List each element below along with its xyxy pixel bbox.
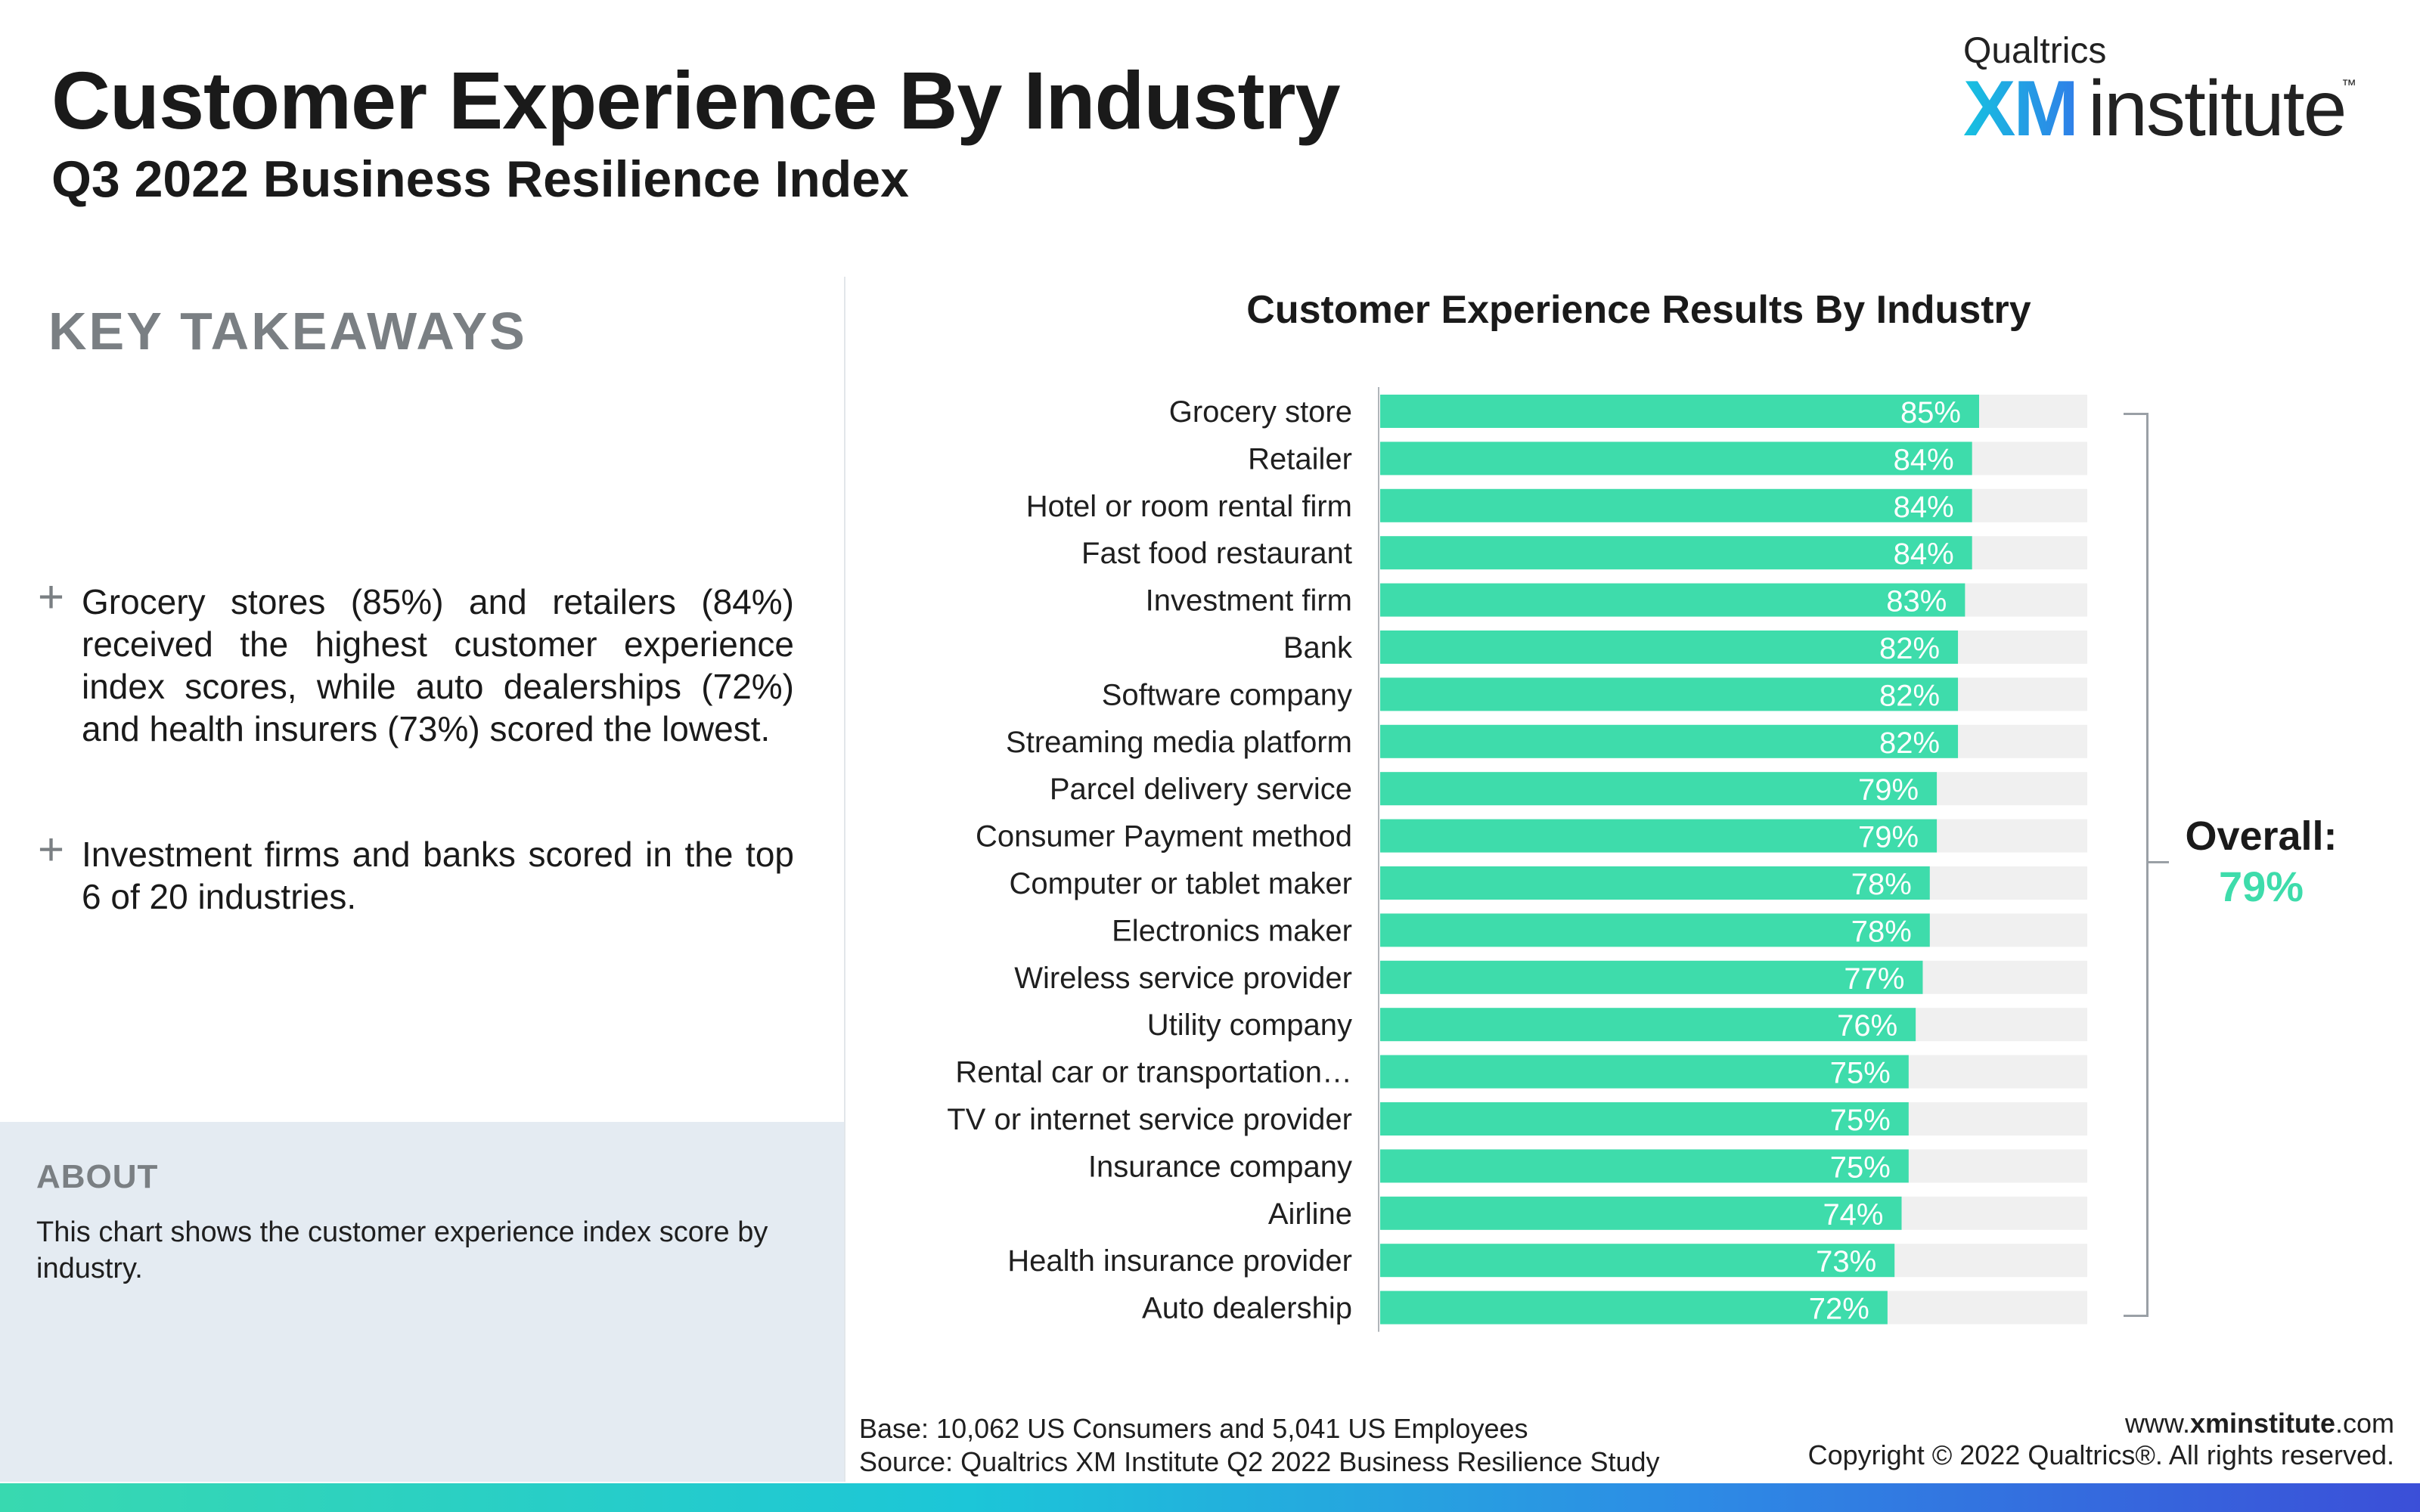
category-label: Utility company [1147, 1009, 1352, 1042]
category-label: Bank [1283, 631, 1353, 665]
bar [1380, 1149, 1909, 1183]
bar-value-label: 78% [1851, 915, 1912, 948]
copyright-block: www.xminstitute.com Copyright © 2022 Qua… [1808, 1408, 2394, 1471]
takeaway-item: + Grocery stores (85%) and retailers (84… [38, 575, 794, 750]
bar [1380, 442, 1972, 476]
bar-value-label: 84% [1894, 491, 1954, 524]
brand-gradient-bar [0, 1483, 2420, 1512]
category-label: Retailer [1248, 442, 1352, 476]
bar-value-label: 82% [1879, 679, 1940, 712]
about-panel: ABOUT This chart shows the customer expe… [0, 1122, 844, 1482]
bar-value-label: 75% [1830, 1104, 1891, 1137]
chart-title: Customer Experience Results By Industry [1246, 288, 2031, 332]
category-label: Parcel delivery service [1050, 773, 1352, 806]
bar-value-label: 84% [1894, 443, 1954, 476]
bar [1380, 772, 1938, 806]
page-subtitle: Q3 2022 Business Resilience Index [51, 150, 909, 208]
source-note: Source: Qualtrics XM Institute Q2 2022 B… [859, 1446, 1660, 1477]
category-label: Auto dealership [1142, 1292, 1352, 1325]
category-label: Computer or tablet maker [1009, 867, 1352, 900]
key-takeaways-heading: KEY TAKEAWAYS [48, 302, 527, 361]
overall-label: Overall: [2185, 813, 2338, 859]
logo-trademark: ™ [2341, 77, 2356, 94]
category-label: Investment firm [1146, 584, 1352, 618]
category-label: TV or internet service provider [947, 1103, 1352, 1136]
bar-value-label: 77% [1844, 962, 1904, 996]
page-title: Customer Experience By Industry [51, 54, 1341, 146]
category-label: Fast food restaurant [1081, 537, 1352, 570]
category-label: Airline [1268, 1198, 1352, 1231]
bar-value-label: 74% [1823, 1198, 1883, 1232]
plus-icon: + [38, 572, 65, 622]
bar [1380, 395, 1979, 428]
bar [1380, 866, 1930, 900]
bar [1380, 488, 1972, 522]
bar [1380, 1196, 1902, 1230]
bar-value-label: 73% [1816, 1245, 1876, 1278]
takeaway-text: Grocery stores (85%) and retailers (84%)… [82, 582, 794, 748]
category-label: Grocery store [1169, 395, 1352, 429]
bar [1380, 1290, 1888, 1325]
bar-value-label: 76% [1837, 1009, 1897, 1043]
bar-value-label: 78% [1851, 868, 1912, 901]
bar [1380, 724, 1959, 758]
category-label: Hotel or room rental firm [1026, 490, 1352, 523]
bar-value-label: 79% [1858, 821, 1919, 854]
category-label: Wireless service provider [1014, 962, 1352, 995]
overall-bracket-tick [2146, 861, 2169, 863]
site-suffix: .com [2335, 1408, 2394, 1439]
bar-value-label: 84% [1894, 538, 1954, 571]
copyright-text: Copyright © 2022 Qualtrics®. All rights … [1807, 1439, 2394, 1470]
category-label: Health insurance provider [1007, 1244, 1352, 1278]
bar-value-label: 82% [1879, 632, 1940, 665]
bar [1380, 1102, 1909, 1136]
bar-value-label: 79% [1858, 773, 1919, 807]
bar-value-label: 83% [1886, 585, 1947, 618]
bar [1380, 677, 1959, 711]
bar [1380, 1008, 1916, 1042]
bar [1380, 1055, 1909, 1089]
panel-divider [844, 277, 845, 1482]
bar [1380, 631, 1959, 664]
bar-value-label: 82% [1879, 727, 1940, 760]
xm-institute-logo: Qualtrics XM institute ™ [1963, 30, 2356, 151]
category-label: Software company [1102, 678, 1352, 711]
category-label: Insurance company [1088, 1150, 1352, 1183]
category-label: Rental car or transportation… [955, 1056, 1352, 1089]
bar [1380, 583, 1965, 617]
bar [1380, 1244, 1895, 1278]
site-name: xminstitute [2189, 1408, 2335, 1439]
logo-xm-text: XM [1963, 65, 2079, 153]
plus-icon: + [38, 824, 65, 875]
category-label: Consumer Payment method [976, 820, 1352, 854]
bar [1380, 536, 1972, 570]
site-prefix: www. [2124, 1408, 2190, 1439]
takeaway-item: + Investment firms and banks scored in t… [38, 827, 794, 918]
bar-value-label: 85% [1900, 396, 1961, 429]
logo-qualtrics-text: Qualtrics [1963, 31, 2107, 71]
about-text: This chart shows the customer experience… [36, 1216, 768, 1284]
bar-value-label: 72% [1809, 1293, 1869, 1326]
bar [1380, 960, 1923, 994]
bar-value-label: 75% [1830, 1057, 1891, 1090]
footnote: Base: 10,062 US Consumers and 5,041 US E… [859, 1412, 1660, 1479]
base-note: Base: 10,062 US Consumers and 5,041 US E… [859, 1413, 1528, 1444]
overall-bracket [2124, 413, 2149, 1317]
bar [1380, 819, 1938, 853]
bar [1380, 913, 1930, 947]
overall-value: 79% [2218, 863, 2304, 910]
website-link[interactable]: www.xminstitute.com [1808, 1408, 2394, 1439]
category-label: Streaming media platform [1006, 726, 1352, 759]
takeaway-text: Investment firms and banks scored in the… [82, 835, 794, 916]
category-label: Electronics maker [1112, 914, 1352, 947]
about-heading: ABOUT [36, 1158, 159, 1195]
bar-value-label: 75% [1830, 1151, 1891, 1184]
logo-institute-text: institute [2088, 65, 2347, 153]
